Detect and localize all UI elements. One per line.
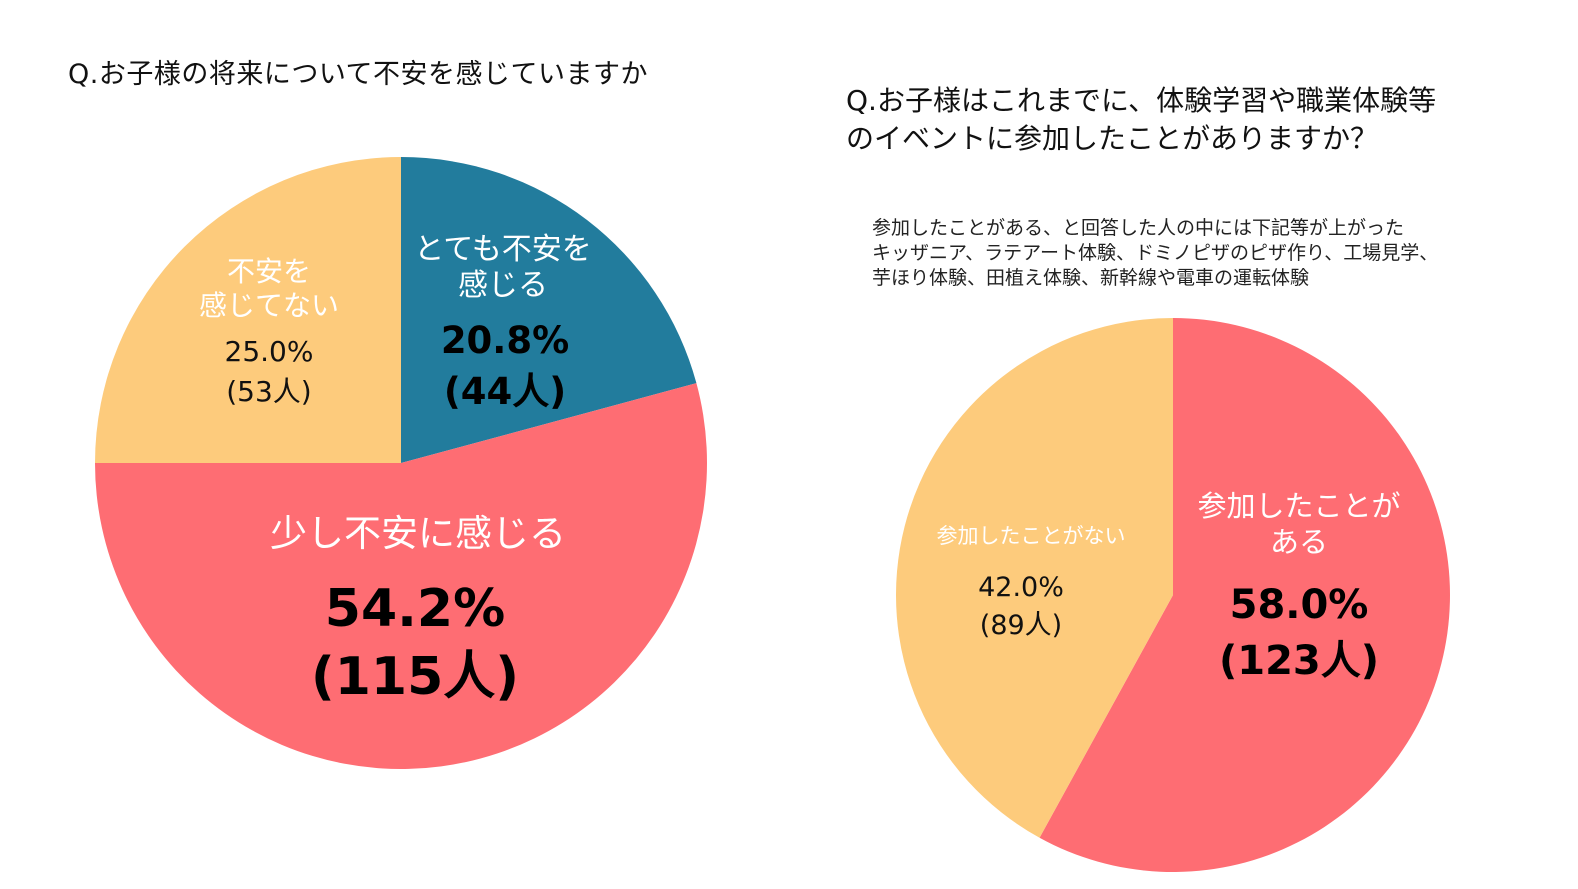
pie1-label-little: 少し不安に感じる [270,512,566,555]
pie1-slice-very-anxious [401,157,697,463]
annotation-line-1: 参加したことがある、と回答した人の中には下記等が上がった [872,217,1405,239]
pie2-count-yes: (123人) [1219,638,1379,684]
pie2-slice-participated [1039,318,1450,873]
pie1-label-very-line2: 感じる [458,268,548,303]
chart2-title-line-2: のイベントに参加したことがありますか？ [846,122,1379,155]
pie1-label-very-line1: とても不安を [414,232,592,267]
pie-chart-1: とても不安を 感じる 20.8% (44人) 少し不安に感じる 54.2% (1… [95,157,707,769]
pie2-slice-not-participated [895,318,1173,838]
pie2-pct-yes: 58.0% [1230,582,1369,628]
pie1-pct-very: 20.8% [441,319,569,362]
pie1-pct-not: 25.0% [225,335,314,368]
pie1-count-not: (53人) [226,375,311,408]
chart1-title: Q.お子様の将来について不安を感じていますか [68,59,649,90]
pie1-label-not-line1: 不安を [227,255,311,288]
chart2-title-line-1: Q.お子様はこれまでに、体験学習や職業体験等 [846,84,1437,117]
pie2-label-yes-line2: ある [1270,525,1328,559]
pie1-slice-not-anxious [95,157,401,463]
pie2-pct-no: 42.0% [978,572,1064,603]
pie1-count-very: (44人) [444,370,566,413]
chart2-annotation: 参加したことがある、と回答した人の中には下記等が上がった キッザニア、ラテアート… [872,216,1438,291]
pie2-count-no: (89人) [980,610,1062,641]
pie2-label-yes-line1: 参加したことが [1197,489,1400,523]
pie1-count-little: (115人) [311,647,519,707]
chart2-title: Q.お子様はこれまでに、体験学習や職業体験等 のイベントに参加したことがあります… [846,82,1436,158]
pie1-pct-little: 54.2% [325,579,505,639]
annotation-line-2: キッザニア、ラテアート体験、ドミノピザのピザ作り、工場見学、 [872,242,1439,264]
pie1-slice-slightly-anxious [95,383,707,769]
pie1-label-not-line2: 感じてない [199,289,339,322]
pie2-label-no: 参加したことがない [937,524,1126,548]
pie-chart-2: 参加したことが ある 58.0% (123人) 参加したことがない 42.0% … [895,318,1450,873]
annotation-line-3: 芋ほり体験、田植え体験、新幹線や電車の運転体験 [872,267,1310,289]
